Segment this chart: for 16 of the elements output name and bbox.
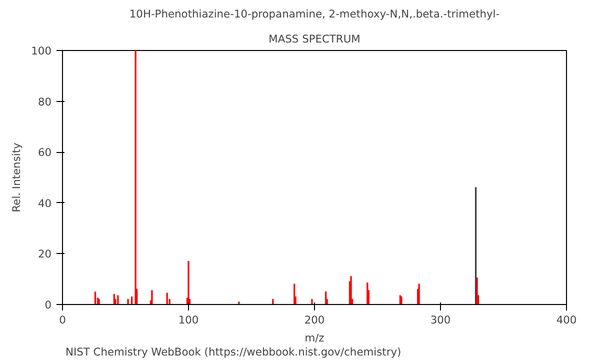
chart-subtitle: MASS SPECTRUM	[268, 32, 360, 46]
y-tick-label: 80	[38, 95, 52, 108]
x-axis-title: m/z	[304, 332, 325, 344]
x-tick-label: 0	[59, 314, 66, 326]
y-tick-label: 40	[38, 196, 52, 210]
y-tick-label: 20	[38, 248, 52, 261]
text: NIST Chemistry WebBook (https://webbook.nist.gov/chemistry)	[66, 346, 402, 358]
y-tick-label: 0	[44, 298, 52, 312]
x-tick-label: 400	[556, 314, 577, 326]
x-tick-label: 300	[430, 314, 451, 326]
chart-title: 10H-Phenothiazine-10-propanamine, 2-methoxy-N,N,.beta.-trimethyl-	[129, 8, 500, 20]
y-axis-title: Rel. Intensity	[10, 142, 24, 212]
x-tick-label: 200	[304, 314, 325, 326]
x-tick-label: 100	[178, 314, 199, 326]
y-tick-label: 100	[31, 44, 52, 58]
y-tick-label: 60	[38, 146, 52, 160]
